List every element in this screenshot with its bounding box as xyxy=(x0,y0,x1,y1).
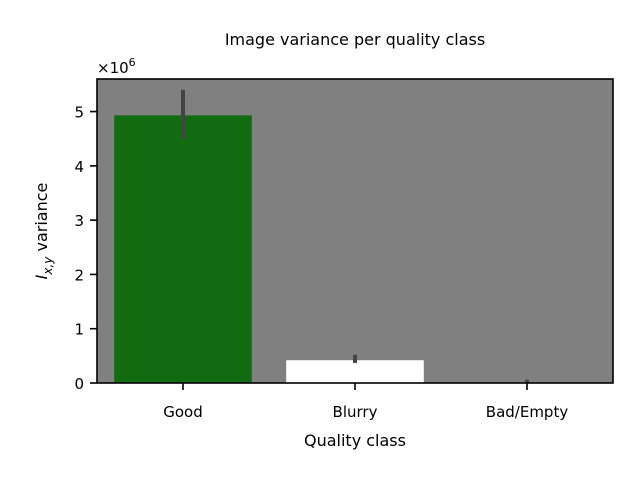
x-axis-label: Quality class xyxy=(304,431,406,450)
bar-good xyxy=(114,115,252,383)
y-axis-ticks: 0 1 2 3 4 5 xyxy=(74,104,97,393)
y-axis-label-symbol: I xyxy=(32,274,51,279)
y-tick-label: 4 xyxy=(74,158,84,176)
y-axis-label: Ix,y variance xyxy=(32,183,55,280)
y-tick-label: 0 xyxy=(74,375,84,393)
bar-blurry xyxy=(286,360,424,383)
y-tick-label: 2 xyxy=(74,266,84,284)
x-tick-label: Blurry xyxy=(333,403,378,421)
y-axis-offset-text: ×106 xyxy=(97,56,136,77)
x-tick-label: Good xyxy=(163,403,203,421)
y-tick-label: 3 xyxy=(74,212,84,230)
y-tick-label: 5 xyxy=(74,104,84,122)
offset-exponent: 6 xyxy=(129,56,136,69)
y-axis-label-text: variance xyxy=(32,183,51,257)
y-axis-label-subscript: x,y xyxy=(41,256,55,276)
offset-base: ×10 xyxy=(97,59,129,77)
bars-group xyxy=(114,115,424,383)
chart-title: Image variance per quality class xyxy=(225,30,485,49)
x-tick-label: Bad/Empty xyxy=(486,403,569,421)
x-axis-ticks: Good Blurry Bad/Empty xyxy=(163,383,568,421)
y-tick-label: 1 xyxy=(74,321,84,339)
